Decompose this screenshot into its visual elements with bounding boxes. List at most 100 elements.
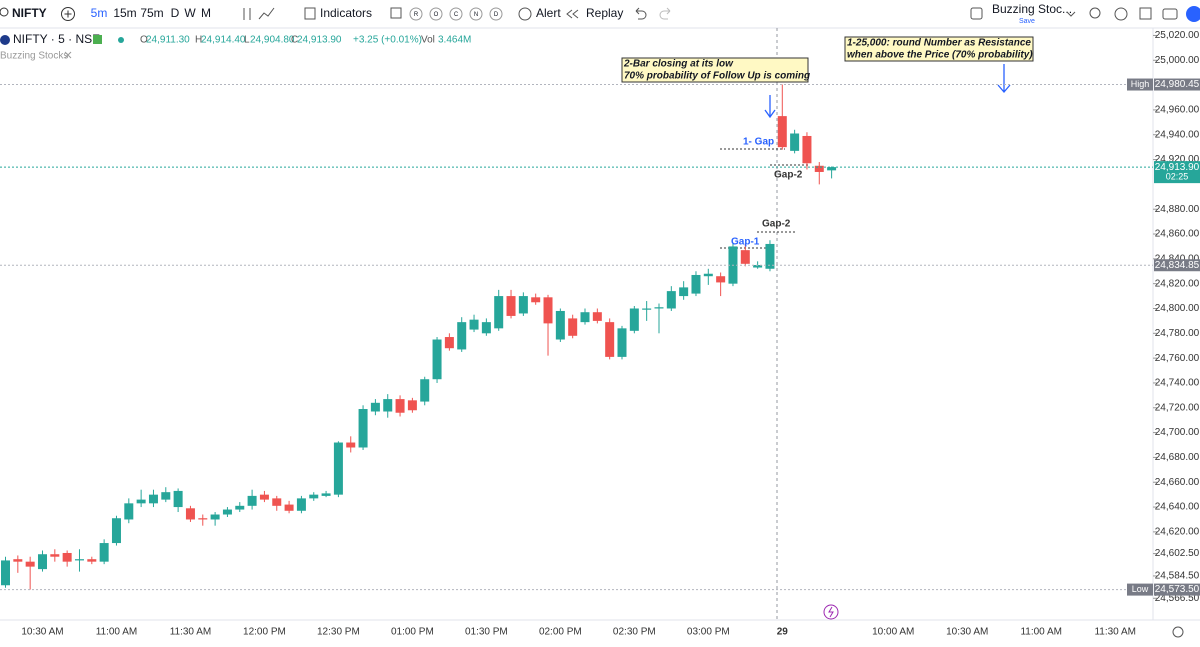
- y-tick-label: 24,860.00: [1155, 229, 1200, 240]
- candle-body: [74, 559, 84, 561]
- y-tick-label: 24,720.00: [1155, 402, 1200, 413]
- x-tick-label: 10:30 AM: [21, 627, 63, 638]
- candle-body: [703, 273, 713, 277]
- y-tick-label: 24,840.00: [1155, 253, 1200, 264]
- legend-key: C: [291, 35, 298, 46]
- badge-circle: [489, 7, 503, 21]
- candle-body: [605, 322, 615, 357]
- candle-body: [790, 133, 800, 151]
- interval[interactable]: 5m: [91, 6, 108, 20]
- gap-label: Gap-2: [762, 219, 791, 230]
- y-tick-label: 24,660.00: [1155, 477, 1200, 488]
- annotation-text: 70% probability of Follow Up is coming: [624, 71, 810, 82]
- events-bolt: [828, 606, 834, 618]
- candle-body: [679, 287, 689, 297]
- candle-body: [827, 167, 837, 171]
- y-tick-label: 24,920.00: [1155, 154, 1200, 165]
- interval[interactable]: D: [171, 6, 180, 20]
- x-tick-label: 02:00 PM: [539, 627, 582, 638]
- x-tick-label: 03:00 PM: [687, 627, 730, 638]
- add-symbol[interactable]: [61, 7, 75, 21]
- snapshot[interactable]: [1162, 8, 1178, 20]
- annotation-box: [844, 36, 1034, 62]
- candle-body: [642, 308, 652, 310]
- candle-body: [568, 318, 578, 336]
- layout-menu[interactable]: [1066, 11, 1076, 17]
- alert[interactable]: Alert: [536, 6, 561, 20]
- badge[interactable]: C: [454, 12, 459, 18]
- candle-body: [555, 310, 565, 340]
- templates-icon[interactable]: [390, 7, 402, 19]
- annotation-box: [621, 57, 809, 83]
- candle-body: [481, 322, 491, 334]
- legend: O24,911.30 H24,914.40L 24,904.80C24,913.90…: [140, 35, 471, 46]
- layout-checkbox[interactable]: [970, 7, 983, 20]
- legend-key: L: [244, 35, 250, 46]
- legend-value: 24,911.30: [146, 35, 190, 46]
- candle-body: [235, 505, 245, 510]
- badge[interactable]: N: [474, 12, 478, 18]
- badge[interactable]: D: [494, 12, 499, 18]
- legend-title: NIFTY · 5 · NSE: [13, 32, 100, 46]
- layout-save[interactable]: Save: [1019, 18, 1035, 25]
- candle-body: [543, 297, 553, 324]
- interval[interactable]: M: [201, 6, 211, 20]
- y-tick-label: 24,584.50: [1155, 571, 1200, 582]
- candle-body: [124, 503, 134, 520]
- interval[interactable]: W: [184, 6, 196, 20]
- events-icon[interactable]: [823, 604, 839, 620]
- candle-body: [161, 492, 171, 500]
- line-icon[interactable]: [258, 7, 275, 20]
- interval[interactable]: 75m: [140, 6, 163, 20]
- candle-body: [210, 514, 220, 520]
- candle-body: [99, 543, 109, 562]
- candle-body: [346, 442, 356, 448]
- axis-settings[interactable]: [1172, 626, 1184, 638]
- chart-type-icon[interactable]: [243, 8, 251, 20]
- interval[interactable]: 15m: [113, 6, 136, 20]
- y-tick-label: 24,740.00: [1155, 378, 1200, 389]
- candle-body: [740, 250, 750, 264]
- indicators[interactable]: Indicators: [320, 6, 372, 20]
- search-layout[interactable]: [1089, 7, 1101, 19]
- annotation-text: 2-Bar closing at its low: [623, 59, 734, 70]
- legend-vol: 3.464M: [438, 35, 471, 46]
- gap-lines: [720, 148, 808, 249]
- badge-circle: [469, 7, 483, 21]
- price-label: 24,834.85: [1155, 260, 1200, 271]
- badge[interactable]: O: [434, 12, 439, 18]
- replay-icon: [566, 9, 579, 19]
- candle-body: [321, 493, 331, 496]
- candle-body: [259, 494, 269, 500]
- layout-name[interactable]: Buzzing Stoc...: [992, 2, 1072, 16]
- y-tick-label: 24,700.00: [1155, 427, 1200, 438]
- x-tick-label: 12:30 PM: [317, 627, 360, 638]
- settings[interactable]: [1114, 7, 1128, 21]
- x-tick-label: 29: [777, 627, 789, 638]
- avatar[interactable]: [1186, 6, 1200, 22]
- candle-body: [37, 554, 47, 570]
- candle-body: [247, 495, 257, 506]
- y-tick-label: 24,620.00: [1155, 527, 1200, 538]
- candle-body: [148, 494, 158, 504]
- candle-body: [444, 337, 454, 349]
- undo[interactable]: [635, 7, 647, 20]
- badge[interactable]: R: [414, 12, 419, 18]
- price-label-bg: [1154, 161, 1200, 184]
- candle-body: [62, 552, 72, 562]
- search-icon[interactable]: [0, 7, 9, 17]
- replay[interactable]: Replay: [586, 6, 623, 20]
- candle-body: [666, 291, 676, 309]
- symbol[interactable]: NIFTY: [12, 6, 47, 20]
- badge-circle: [409, 7, 423, 21]
- price-name: Low: [1132, 584, 1149, 594]
- candle-body: [432, 339, 442, 380]
- x-tick-label: 10:30 AM: [946, 627, 988, 638]
- fullscreen[interactable]: [1139, 7, 1152, 20]
- candle-body: [185, 508, 195, 520]
- intervals: 5m 15m 75m D W M: [91, 6, 211, 20]
- redo[interactable]: [659, 7, 671, 20]
- y-tick-label: 24,566.50: [1155, 593, 1200, 604]
